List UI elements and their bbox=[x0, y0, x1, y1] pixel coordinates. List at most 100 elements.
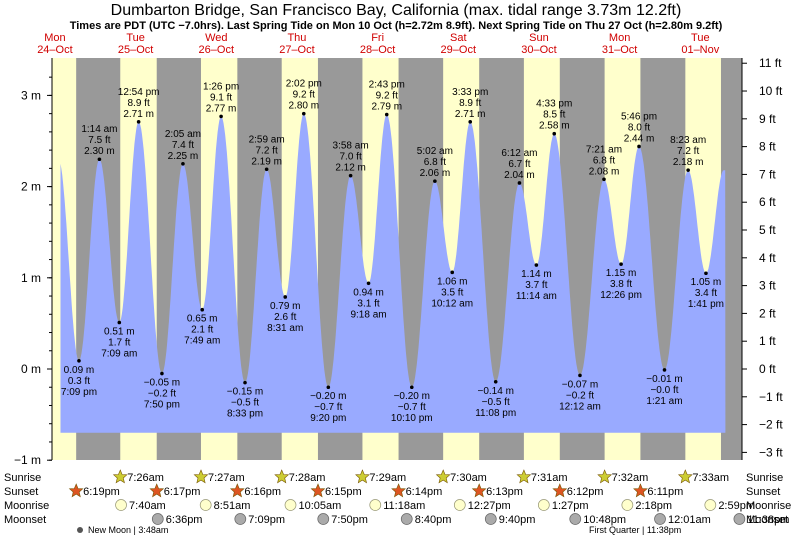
right-tick-label: −3 ft bbox=[759, 445, 783, 459]
tide-point bbox=[181, 162, 185, 166]
first-quarter-label: First Quarter | 11:38pm bbox=[589, 525, 681, 535]
tide-time: 3:58 am bbox=[333, 141, 369, 152]
high-tide-label: 4:33 pm8.5 ft2.58 m bbox=[536, 99, 572, 132]
tide-time: 11:14 am bbox=[516, 291, 557, 302]
moonset-icon bbox=[733, 513, 746, 525]
tide-point bbox=[534, 263, 539, 267]
moonset-icon bbox=[317, 513, 330, 525]
tide-point bbox=[348, 173, 353, 178]
sunrise-icon bbox=[435, 469, 451, 484]
tide-time: 7:21 am bbox=[586, 144, 622, 155]
tide-time: 1:21 am bbox=[646, 396, 682, 407]
sunset-icon bbox=[391, 483, 406, 498]
moonset-time: 10:48pm bbox=[583, 514, 626, 526]
moonrise-time: 10:05am bbox=[299, 500, 342, 512]
tide-height-ft: 3.7 ft bbox=[525, 280, 547, 291]
moonrise-time: 12:27pm bbox=[468, 500, 511, 512]
moonrise-icon bbox=[704, 499, 717, 511]
high-tide-label: 2:02 pm9.2 ft2.80 m bbox=[286, 79, 322, 112]
moonrise-icon bbox=[621, 499, 634, 511]
tide-height-m: 2.44 m bbox=[624, 133, 655, 144]
sunrise-time: 7:33am bbox=[692, 472, 729, 484]
high-tide-label: 2:05 am7.4 ft2.25 m bbox=[165, 129, 201, 162]
low-tide-label: −0.05 m−0.2 ft7:50 pm bbox=[144, 378, 180, 411]
tide-height-m: 0.94 m bbox=[353, 287, 384, 298]
high-tide-label: 12:54 pm8.9 ft2.71 m bbox=[118, 87, 160, 120]
tide-height-m: 0.09 m bbox=[64, 365, 95, 376]
day-date-label: 25–Oct bbox=[118, 44, 153, 56]
tide-height-m: 1.06 m bbox=[437, 276, 468, 287]
moonset-time: 8:40pm bbox=[415, 514, 452, 526]
tide-height-m: 2.18 m bbox=[673, 157, 704, 168]
tide-height-m: 0.79 m bbox=[270, 301, 301, 312]
sunrise-time: 7:30am bbox=[450, 472, 487, 484]
day-date-label: 30–Oct bbox=[521, 44, 556, 56]
high-tide-label: 2:59 am7.2 ft2.19 m bbox=[249, 134, 285, 167]
moonrise-icon bbox=[453, 499, 466, 511]
tide-height-m: 2.19 m bbox=[251, 156, 282, 167]
left-tick-label: 0 m bbox=[21, 362, 41, 376]
tide-point bbox=[619, 262, 623, 266]
sunrise-time: 7:32am bbox=[612, 472, 649, 484]
tide-height-m: 2.30 m bbox=[84, 146, 115, 157]
tide-height-m: 1.15 m bbox=[606, 268, 637, 279]
left-tick-label: 2 m bbox=[21, 180, 41, 194]
tide-height-m: −0.05 m bbox=[144, 378, 180, 389]
sunset-icon bbox=[471, 483, 487, 498]
right-tick-label: 7 ft bbox=[759, 167, 776, 181]
tide-height-m: −0.14 m bbox=[477, 386, 513, 397]
low-tide-label: 0.09 m0.3 ft7:09 pm bbox=[61, 365, 97, 398]
tide-point bbox=[704, 271, 708, 276]
tide-time: 2:05 am bbox=[165, 129, 201, 140]
tide-curve-area bbox=[60, 113, 726, 433]
tide-height-ft: 6.8 ft bbox=[424, 157, 446, 168]
high-tide-label: 2:43 pm9.2 ft2.79 m bbox=[369, 80, 405, 113]
tide-height-ft: 8.9 ft bbox=[459, 98, 481, 109]
tide-point bbox=[517, 181, 522, 185]
tide-height-ft: 2.1 ft bbox=[191, 325, 213, 336]
low-tide-label: −0.15 m−0.5 ft8:33 pm bbox=[227, 387, 263, 420]
tide-height-m: 1.14 m bbox=[521, 269, 552, 280]
tide-point bbox=[283, 295, 288, 299]
low-tide-label: −0.20 m−0.7 ft9:20 pm bbox=[310, 391, 346, 424]
tide-height-ft: 2.6 ft bbox=[274, 312, 296, 323]
tide-point bbox=[493, 379, 498, 384]
high-tide-label: 1:14 am7.5 ft2.30 m bbox=[81, 124, 117, 157]
tide-time: 5:46 pm bbox=[621, 111, 657, 122]
tide-height-ft: 7.2 ft bbox=[677, 146, 699, 157]
chart-title: Dumbarton Bridge, San Francisco Bay, Cal… bbox=[111, 2, 682, 19]
tide-height-ft: 1.7 ft bbox=[108, 337, 130, 348]
tide-point bbox=[219, 114, 223, 119]
right-tick-label: 3 ft bbox=[759, 279, 776, 293]
tide-time: 6:12 am bbox=[501, 148, 537, 159]
tide-point bbox=[160, 371, 164, 376]
moonset-icon bbox=[400, 513, 413, 525]
tide-height-m: 2.79 m bbox=[371, 102, 402, 113]
tide-point bbox=[409, 385, 414, 390]
moonrise-time: 8:51am bbox=[214, 500, 251, 512]
tide-point bbox=[326, 385, 331, 390]
sunset-time: 6:11pm bbox=[647, 486, 683, 498]
tide-height-m: 0.65 m bbox=[187, 314, 218, 325]
day-date-label: 29–Oct bbox=[441, 44, 476, 56]
sunset-time: 6:14pm bbox=[406, 486, 443, 498]
low-tide-label: 0.79 m2.6 ft8:31 am bbox=[267, 301, 303, 334]
tide-time: 7:50 pm bbox=[144, 400, 180, 411]
tide-time: 10:10 pm bbox=[391, 413, 433, 424]
tide-height-m: 2.12 m bbox=[335, 163, 366, 174]
tide-height-ft: −0.5 ft bbox=[231, 398, 259, 409]
right-tick-label: −1 ft bbox=[759, 390, 783, 404]
sunrise-icon bbox=[597, 469, 613, 484]
sunset-time: 6:15pm bbox=[325, 486, 362, 498]
moonrise-time: 1:27pm bbox=[552, 500, 589, 512]
high-tide-label: 5:46 pm8.0 ft2.44 m bbox=[621, 111, 657, 144]
tide-height-m: 2.25 m bbox=[168, 151, 199, 162]
right-tick-label: 0 ft bbox=[759, 362, 776, 376]
tide-point bbox=[468, 120, 473, 124]
moonrise-icon bbox=[537, 499, 550, 511]
day-date-label: 31–Oct bbox=[602, 44, 637, 56]
tide-point bbox=[384, 112, 389, 117]
